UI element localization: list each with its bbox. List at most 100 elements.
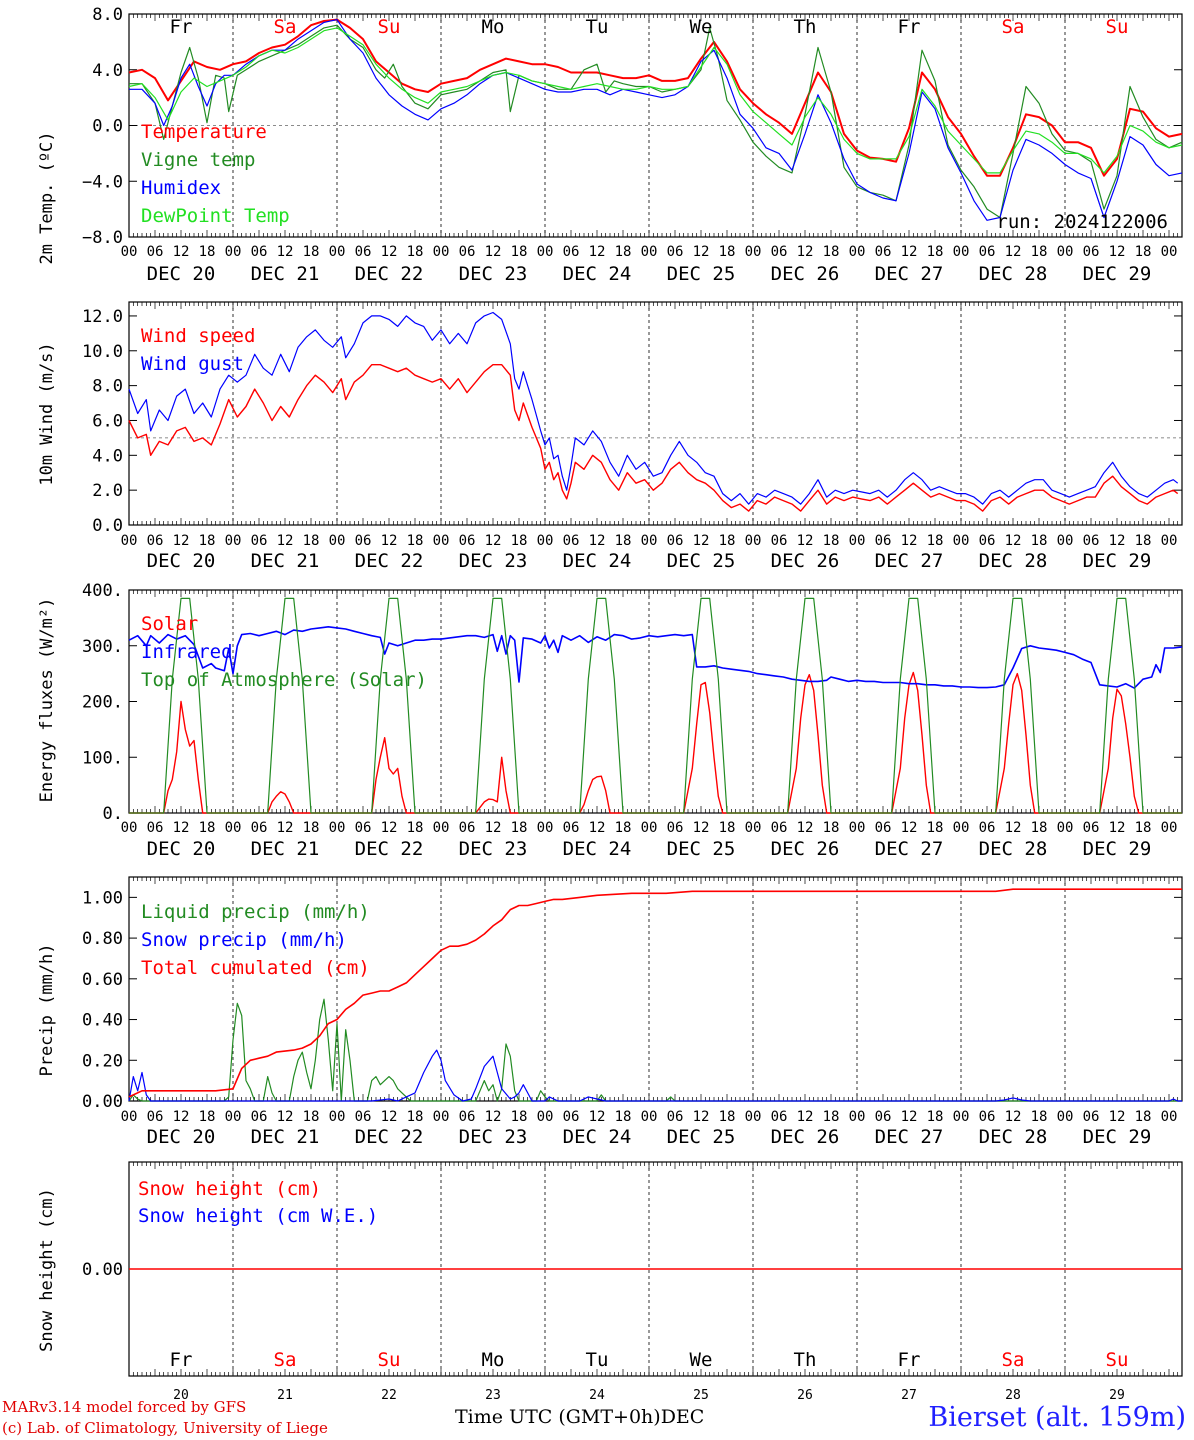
- hour-tick-label: 18: [303, 1109, 320, 1125]
- legend-entry: Vigne temp: [141, 149, 255, 171]
- hour-tick-label: 00: [433, 1109, 450, 1125]
- date-label: DEC 22: [355, 838, 424, 860]
- y-axis-label: 2m Temp. (ºC): [37, 131, 57, 264]
- day-number-label: 21: [277, 1388, 293, 1403]
- hour-tick-label: 00: [849, 820, 866, 836]
- panel-snow: [128, 1161, 1183, 1377]
- hour-tick-label: 06: [771, 533, 788, 549]
- y-tick-label: 0.40: [82, 1011, 123, 1031]
- date-label: DEC 25: [667, 838, 736, 860]
- hour-tick-label: 00: [641, 244, 658, 260]
- legend-entry: Solar: [141, 613, 198, 635]
- hour-tick-label: 12: [797, 244, 814, 260]
- date-label: DEC 26: [771, 1126, 840, 1148]
- date-label: DEC 23: [459, 263, 528, 285]
- hour-tick-label: 12: [1005, 244, 1022, 260]
- hour-tick-label: 06: [355, 820, 372, 836]
- hour-tick-label: 12: [173, 1109, 190, 1125]
- hour-tick-label: 06: [979, 1109, 996, 1125]
- hour-tick-label: 18: [1135, 533, 1152, 549]
- hour-tick-label: 00: [641, 1109, 658, 1125]
- hour-tick-label: 18: [927, 244, 944, 260]
- hour-tick-label: 06: [771, 1109, 788, 1125]
- date-label: DEC 21: [251, 1126, 320, 1148]
- hour-tick-label: 06: [251, 1109, 268, 1125]
- hour-tick-label: 06: [875, 244, 892, 260]
- weekday-label-bottom: Sa: [274, 1349, 297, 1371]
- y-tick-label: 100.: [82, 748, 123, 768]
- model-credit-line-2: (c) Lab. of Climatology, University of L…: [2, 1419, 328, 1437]
- date-label: DEC 23: [459, 1126, 528, 1148]
- panel-temp: [128, 13, 1183, 238]
- weekday-label-bottom: Mo: [482, 1349, 505, 1371]
- hour-tick-label: 00: [1161, 244, 1178, 260]
- date-label: DEC 25: [667, 1126, 736, 1148]
- hour-tick-label: 12: [901, 820, 918, 836]
- legend-entry: Infrared: [141, 641, 233, 663]
- hour-tick-label: 00: [1057, 533, 1074, 549]
- hour-tick-label: 18: [927, 533, 944, 549]
- hour-tick-label: 18: [927, 820, 944, 836]
- hour-tick-label: 00: [1057, 1109, 1074, 1125]
- hour-tick-label: 12: [1005, 533, 1022, 549]
- day-number-label: 22: [381, 1388, 397, 1403]
- date-label: DEC 22: [355, 1126, 424, 1148]
- weekday-label-bottom: We: [690, 1349, 713, 1371]
- day-number-label: 26: [797, 1388, 813, 1403]
- y-tick-label: 0.60: [82, 970, 123, 990]
- date-label: DEC 21: [251, 550, 320, 572]
- y-tick-label: −4.0: [82, 172, 123, 192]
- time-axis-title: Time UTC (GMT+0h)DEC: [455, 1406, 704, 1428]
- legend-entry: Wind gust: [141, 353, 244, 375]
- y-tick-label: 400.: [82, 581, 123, 601]
- station-name: Bierset (alt. 159m): [928, 1402, 1186, 1433]
- hour-tick-label: 18: [1135, 1109, 1152, 1125]
- panel-flux: [128, 589, 1183, 814]
- hour-tick-label: 06: [459, 1109, 476, 1125]
- hour-tick-label: 12: [1109, 533, 1126, 549]
- hour-tick-label: 12: [901, 1109, 918, 1125]
- hour-tick-label: 12: [1109, 820, 1126, 836]
- series-line-wind-gust: [128, 311, 1179, 505]
- weekday-label-bottom: Su: [1106, 1349, 1129, 1371]
- hour-tick-label: 06: [667, 533, 684, 549]
- date-label: DEC 24: [563, 838, 632, 860]
- day-number-label: 25: [693, 1388, 709, 1403]
- panel-precip: [128, 876, 1183, 1102]
- hour-tick-label: 12: [901, 533, 918, 549]
- hour-tick-label: 12: [485, 244, 502, 260]
- hour-tick-label: 18: [407, 1109, 424, 1125]
- hour-tick-label: 18: [511, 820, 528, 836]
- y-tick-label: 8.0: [92, 377, 123, 397]
- y-tick-label: 4.0: [92, 61, 123, 81]
- hour-tick-label: 18: [511, 1109, 528, 1125]
- hour-tick-label: 06: [667, 244, 684, 260]
- y-tick-label: 10.0: [82, 342, 123, 362]
- hour-tick-label: 06: [979, 820, 996, 836]
- hour-tick-label: 00: [225, 244, 242, 260]
- hour-tick-label: 06: [1083, 533, 1100, 549]
- y-tick-label: 2.0: [92, 481, 123, 501]
- hour-tick-label: 12: [381, 820, 398, 836]
- hour-tick-label: 06: [563, 820, 580, 836]
- legend-entry: Snow precip (mm/h): [141, 929, 347, 951]
- series-line-dewpoint-temp: [128, 27, 1183, 174]
- date-label: DEC 26: [771, 263, 840, 285]
- day-number-label: 29: [1109, 1388, 1125, 1403]
- hour-tick-label: 00: [641, 820, 658, 836]
- date-label: DEC 20: [147, 1126, 216, 1148]
- date-label: DEC 28: [979, 838, 1048, 860]
- hour-tick-label: 06: [147, 1109, 164, 1125]
- hour-tick-label: 00: [1057, 244, 1074, 260]
- series-line-solar: [129, 671, 1182, 814]
- panel-frame: [128, 301, 1183, 526]
- date-label: DEC 29: [1083, 838, 1152, 860]
- hour-tick-label: 18: [615, 820, 632, 836]
- date-label: DEC 28: [979, 263, 1048, 285]
- day-number-label: 28: [1005, 1388, 1021, 1403]
- hour-tick-label: 06: [979, 533, 996, 549]
- date-label: DEC 27: [875, 1126, 944, 1148]
- weekday-label-bottom: Su: [378, 1349, 401, 1371]
- series-line-snow-precip-mm-h-: [128, 1049, 1182, 1102]
- hour-tick-label: 00: [1057, 820, 1074, 836]
